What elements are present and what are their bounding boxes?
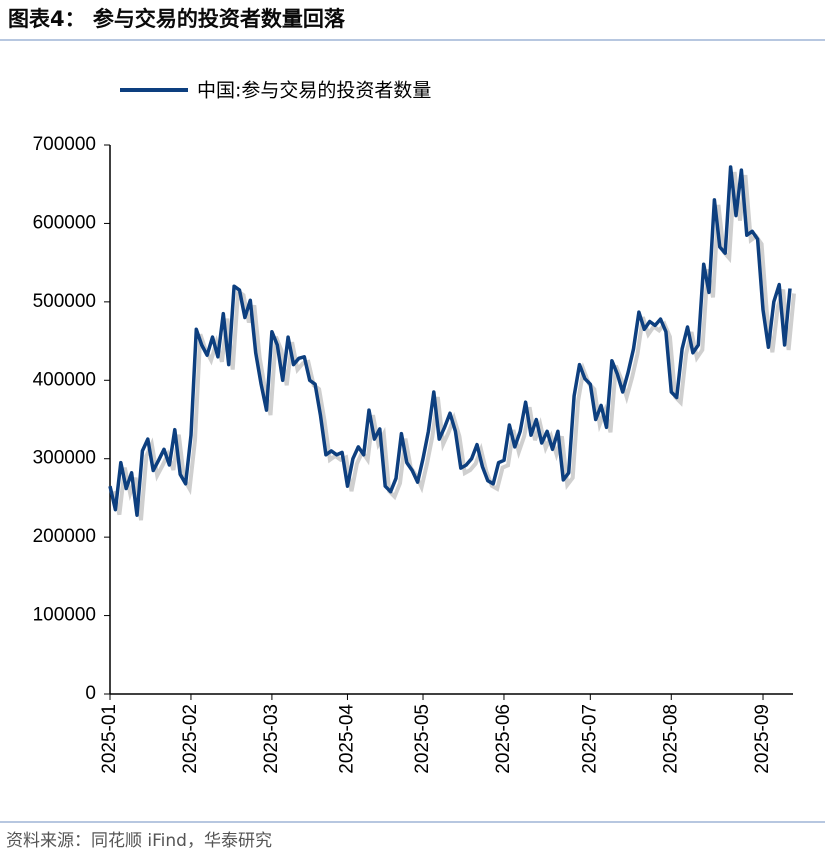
x-tick-label: 2025-09 [752, 704, 773, 774]
series-line [108, 165, 792, 517]
x-tick-label: 2025-02 [180, 704, 201, 774]
line-shadow [112, 171, 796, 521]
source-note: 资料来源：同花顺 iFind，华泰研究 [6, 831, 272, 851]
x-tick-label: 2025-04 [336, 704, 357, 774]
x-tick-label: 2025-01 [99, 704, 120, 774]
y-tick-label: 700000 [33, 134, 96, 155]
y-tick-label: 400000 [33, 369, 96, 390]
x-tick-label: 2025-03 [261, 704, 282, 774]
x-tick-label: 2025-05 [412, 704, 433, 774]
y-tick-label: 500000 [33, 291, 96, 312]
x-tick-label: 2025-06 [493, 704, 514, 774]
legend-label: 中国:参与交易的投资者数量 [197, 80, 431, 102]
y-tick-label: 200000 [33, 526, 96, 547]
y-tick-label: 600000 [33, 212, 96, 233]
y-tick-label: 100000 [33, 605, 96, 626]
x-tick-label: 2025-07 [579, 704, 600, 774]
y-tick-label: 0 [85, 683, 96, 704]
x-tick-label: 2025-08 [660, 704, 681, 774]
y-tick-label: 300000 [33, 448, 96, 469]
chart-title: 图表4： 参与交易的投资者数量回落 [8, 7, 346, 31]
